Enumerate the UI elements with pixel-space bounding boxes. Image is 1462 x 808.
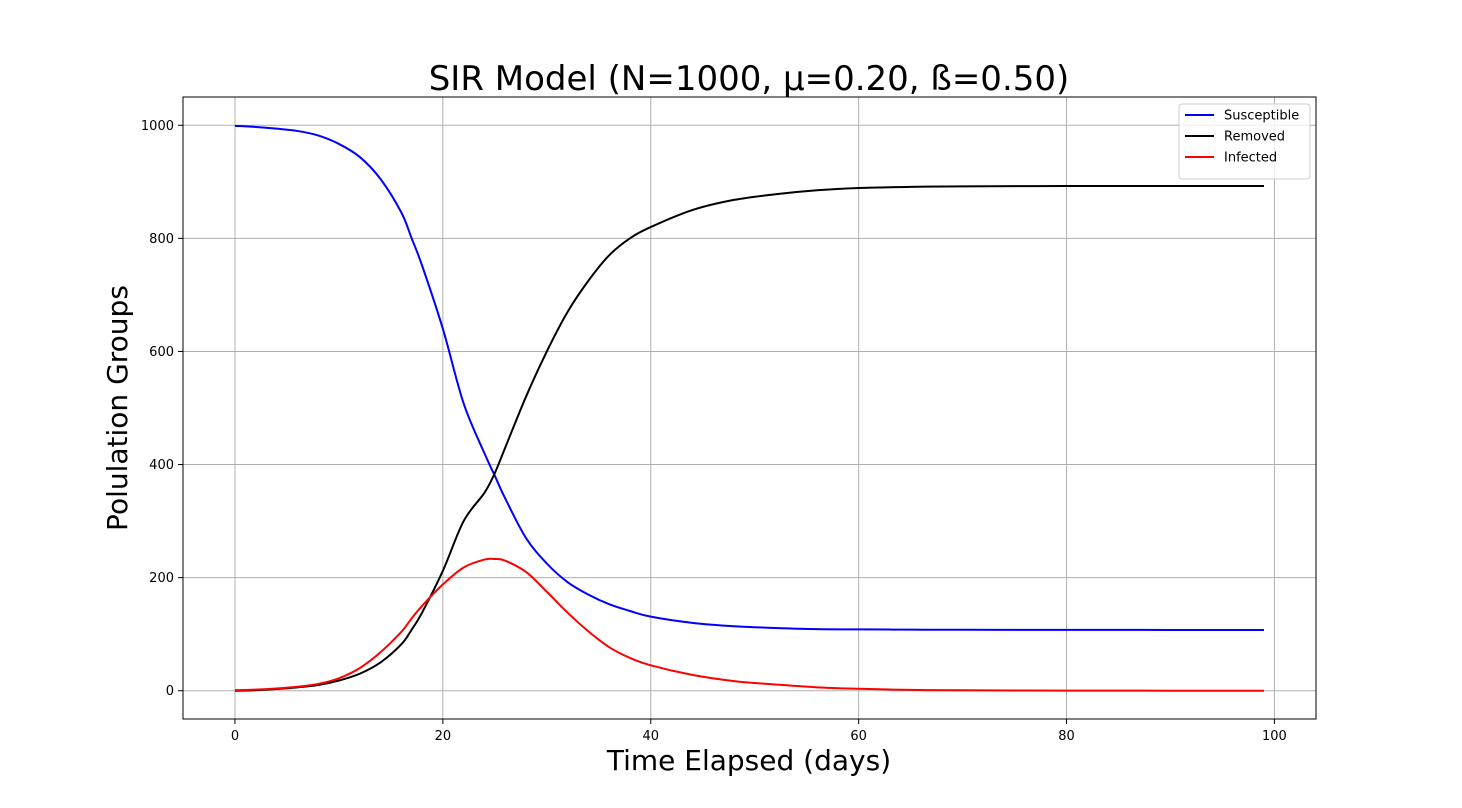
x-tick-label: 80 (1058, 729, 1075, 744)
plot-area-frame (182, 96, 1317, 720)
x-tick-label: 60 (850, 729, 867, 744)
y-axis-title: Polulation Groups (101, 285, 134, 531)
y-tick-label: 1000 (141, 119, 174, 134)
y-tick-label: 600 (149, 345, 174, 360)
x-tick-label: 100 (1262, 729, 1287, 744)
legend-box (1178, 103, 1311, 180)
x-tick-label: 20 (435, 729, 452, 744)
series-lines (234, 124, 1265, 692)
chart-title: SIR Model (N=1000, μ=0.20, ß=0.50) (429, 59, 1070, 99)
x-tick-label: 40 (642, 729, 659, 744)
x-tick-label: 0 (231, 729, 239, 744)
series-line-susceptible (234, 124, 1265, 631)
y-axis-ticks: 0 200 400 600 800 1000 (141, 119, 183, 699)
x-axis-ticks: 0 20 40 60 80 100 (231, 719, 1287, 744)
series-line-infected (234, 557, 1265, 692)
y-tick-label: 400 (149, 458, 174, 473)
legend-label-susceptible: Susceptible (1224, 109, 1299, 124)
x-axis-title: Time Elapsed (days) (606, 744, 891, 777)
y-tick-label: 800 (149, 232, 174, 247)
y-tick-label: 0 (166, 684, 174, 699)
legend: Susceptible Removed Infected (1178, 103, 1311, 180)
legend-label-removed: Removed (1224, 130, 1285, 145)
legend-label-infected: Infected (1224, 151, 1277, 166)
y-tick-label: 200 (149, 571, 174, 586)
series-line-removed (234, 185, 1265, 692)
